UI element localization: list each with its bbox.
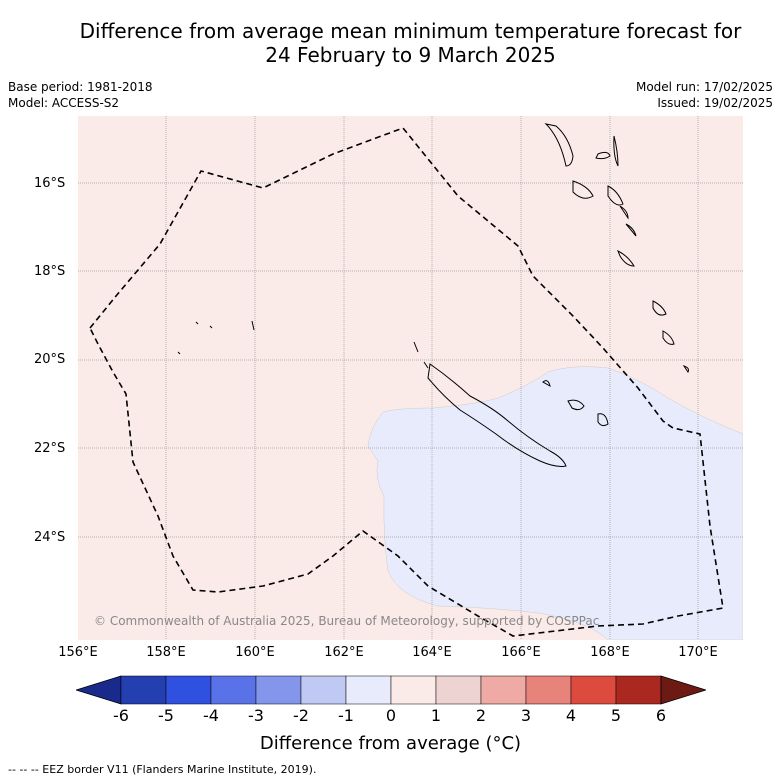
belep-islands [413,341,429,369]
lat-label-22s: 22°S [34,441,66,456]
colorbar-segment [300,675,347,705]
colorbar-segment [120,675,167,705]
colorbar-segment [615,675,662,705]
model-run: Model run: 17/02/2025 [635,80,773,94]
colorbar-segment [570,675,617,705]
issued-date: Issued: 19/02/2025 [657,96,773,110]
colorbar-extend-high [660,675,706,705]
colorbar-tick-1: 1 [430,706,442,725]
colorbar-tick-5: 5 [610,706,622,725]
model-name: Model: ACCESS-S2 [8,96,120,110]
colorbar-tick-neg1: -1 [338,706,354,725]
title-line-1: Difference from average mean minimum tem… [79,19,742,43]
loyalty-islands [542,380,609,427]
lon-label-156e: 156°E [58,645,98,660]
lon-label-164e: 164°E [412,645,452,660]
title-line-2: 24 February to 9 March 2025 [265,43,556,67]
lat-label-24s: 24°S [34,530,66,545]
colorbar-extend-low [76,675,122,705]
colorbar-title: Difference from average (°C) [259,733,522,754]
cool-anomaly-region [367,366,743,640]
lat-label-16s: 16°S [34,176,66,191]
colorbar-segment [390,675,437,705]
colorbar-segment [525,675,572,705]
page-title: Difference from average mean minimum tem… [0,19,781,67]
colorbar-tick-6: 6 [655,706,667,725]
colorbar-segment [345,675,392,705]
lon-label-170e: 170°E [678,645,718,660]
colorbar-segment [165,675,212,705]
meta-left: Base period: 1981-2018 Model: ACCESS-S2 [8,79,153,111]
colorbar-tick-neg4: -4 [203,706,219,725]
graticule [78,116,743,640]
lon-label-160e: 160°E [235,645,275,660]
forecast-map: © Commonwealth of Australia 2025, Bureau… [78,116,743,640]
lat-label-20s: 20°S [34,352,66,367]
base-period: Base period: 1981-2018 [8,80,153,94]
colorbar-tick-4: 4 [565,706,577,725]
footer-note: -- -- -- EEZ border V11 (Flanders Marine… [8,763,317,776]
lon-label-158e: 158°E [146,645,186,660]
map-copyright: © Commonwealth of Australia 2025, Bureau… [94,614,599,628]
colorbar-tick-0: 0 [385,706,397,725]
colorbar-tick-neg3: -3 [248,706,264,725]
colorbar-segment [255,675,302,705]
colorbar-tick-2: 2 [475,706,487,725]
colorbar-tick-neg5: -5 [158,706,174,725]
lon-label-166e: 166°E [501,645,541,660]
colorbar-tick-neg2: -2 [293,706,309,725]
vanuatu-islands [544,123,637,267]
colorbar-segment [210,675,257,705]
colorbar-segment [435,675,482,705]
colorbar-segment [480,675,527,705]
lon-label-168e: 168°E [590,645,630,660]
new-caledonia-island [427,363,567,467]
eez-border [89,127,724,637]
eastern-islands [652,300,689,373]
meta-right: Model run: 17/02/2025 Issued: 19/02/2025 [636,79,773,111]
western-islands [177,320,255,355]
lat-label-18s: 18°S [34,264,66,279]
colorbar-tick-neg6: -6 [113,706,129,725]
lon-label-162e: 162°E [324,645,364,660]
colorbar-tick-3: 3 [520,706,532,725]
colorbar [76,675,706,705]
